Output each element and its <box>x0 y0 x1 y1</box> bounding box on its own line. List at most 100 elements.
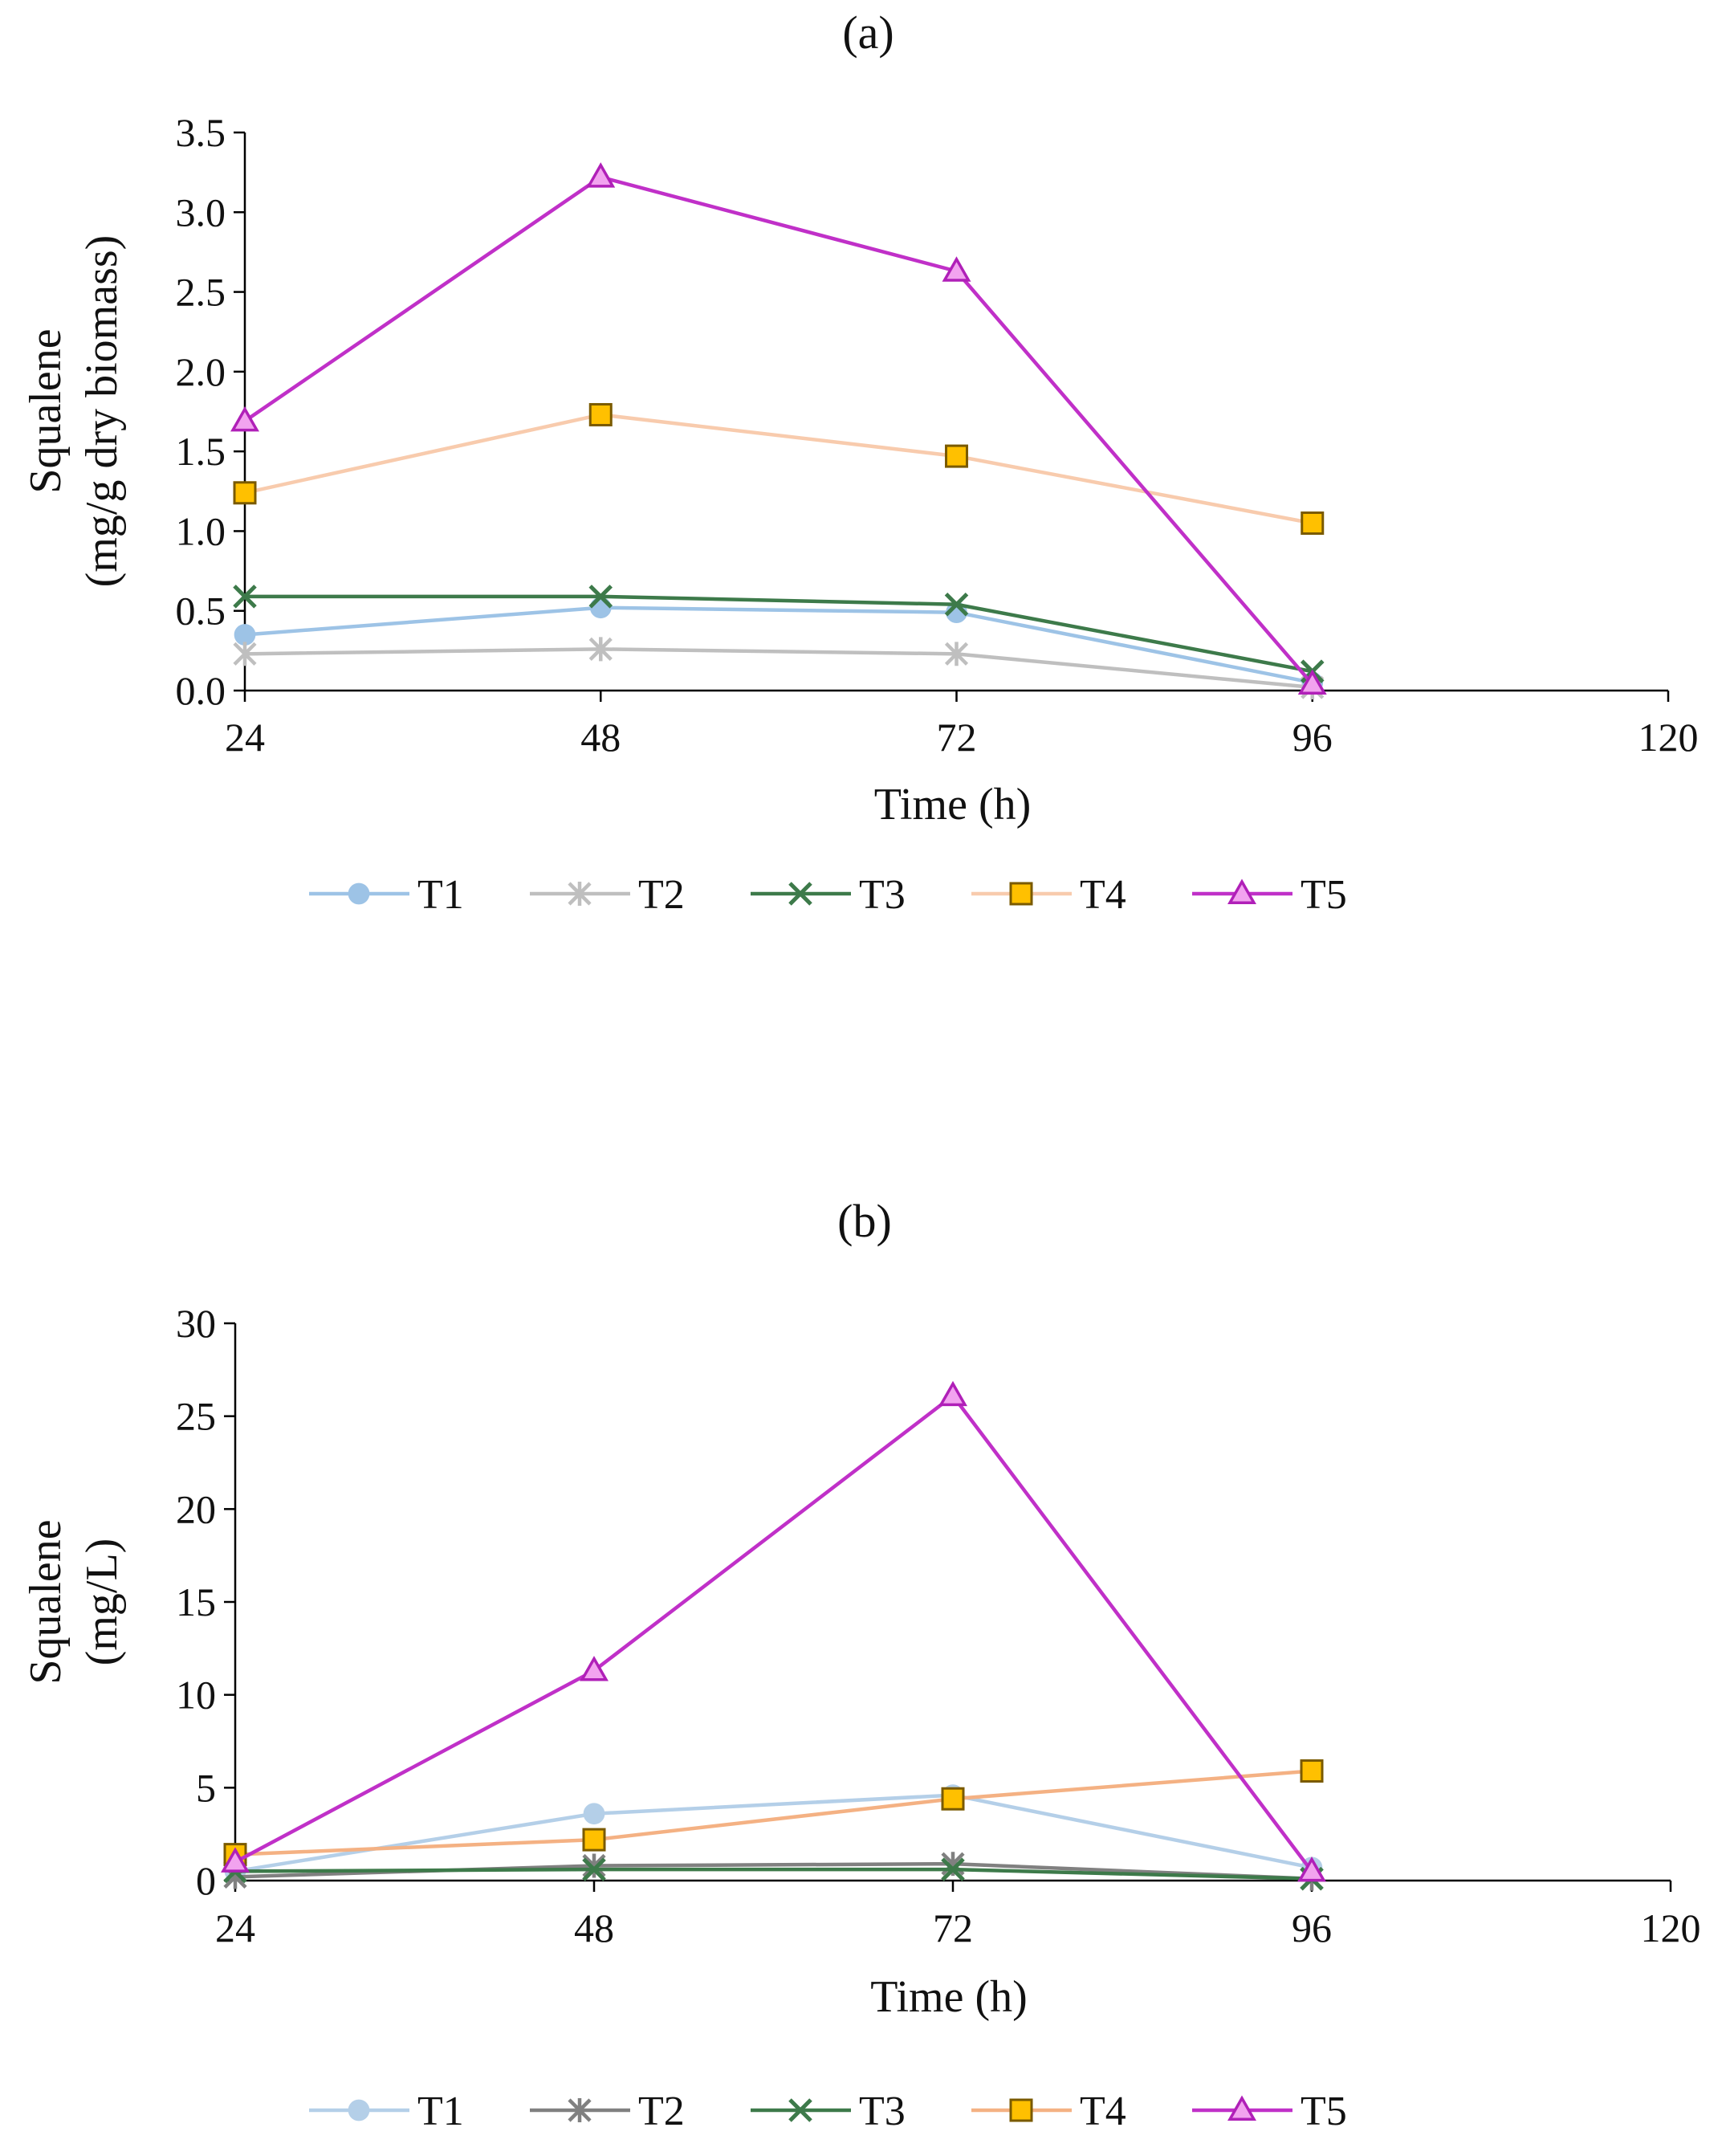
chart-a-series-t3-point <box>588 585 613 609</box>
chart-b-series-t1-point <box>583 1803 605 1825</box>
chart-a-series-t5-point <box>942 256 971 282</box>
chart-b-x-axis-title: Time (h) <box>870 1972 1028 2022</box>
chart-b-legend-item-t4: T4 <box>971 2089 1126 2134</box>
chart-b-series-t5-line <box>234 1393 1313 1873</box>
chart-a: (a) 0.0 0.5 1.0 1.5 2.0 2.5 3.0 3.5 24 48 72 96 120 Ti… <box>21 6 1699 918</box>
chart-a-x-tick-label: 24 <box>225 715 265 760</box>
chart-b-series-t4-point <box>582 1828 606 1852</box>
chart-b-y-tick-label: 25 <box>176 1394 216 1439</box>
chart-a-legend-item-t1: T1 <box>309 872 464 918</box>
legend-marker <box>568 2098 592 2122</box>
chart-a-legend-item-t4: T4 <box>971 872 1126 918</box>
chart-b-x-tick-label: 24 <box>215 1905 255 1950</box>
legend-marker <box>1227 2095 1256 2121</box>
legend-marker <box>788 882 812 906</box>
legend-marker <box>568 882 592 906</box>
legend-label: T5 <box>1301 2089 1347 2134</box>
legend-label: T1 <box>417 2089 464 2134</box>
legend-marker <box>1009 882 1033 906</box>
chart-b-series-t1-line <box>234 1793 1313 1873</box>
chart-b-title: (b) <box>837 1195 892 1247</box>
chart-a-series-t4-line <box>244 413 1313 525</box>
chart-b-y-tick-label: 10 <box>176 1673 216 1718</box>
legend-marker <box>1227 878 1256 904</box>
chart-a-series-t2-line <box>244 647 1313 690</box>
chart-b-series-t5 <box>221 1380 1326 1882</box>
chart-a-series-t2-point <box>944 642 969 666</box>
legend-marker <box>1009 2098 1033 2122</box>
chart-a-series-t3-point <box>944 593 969 617</box>
chart-b-series-t4 <box>223 1759 1324 1867</box>
chart-b-y-tick-label: 5 <box>196 1765 216 1810</box>
chart-a-series-t3-point <box>233 585 257 609</box>
legend-marker <box>348 2099 370 2121</box>
chart-b-legend-item-t2: T2 <box>530 2089 685 2134</box>
chart-a-legend-item-t2: T2 <box>530 872 685 918</box>
chart-a-x-tick-label: 96 <box>1292 715 1333 760</box>
chart-a-y-axis-title: Squalene <box>21 328 71 493</box>
chart-b-y-tick-label: 0 <box>196 1858 216 1903</box>
chart-a-y-tick-label: 0.0 <box>176 668 226 713</box>
chart-b-y-tick-label: 20 <box>176 1486 216 1531</box>
chart-b-series-t4-line <box>234 1769 1313 1856</box>
chart-a-legend-item-t3: T3 <box>751 872 906 918</box>
chart-a-title: (a) <box>842 6 894 59</box>
legend-marker <box>788 2098 812 2122</box>
chart-a-series-t1-line <box>244 605 1313 685</box>
chart-b-y-tick-label: 30 <box>176 1301 216 1346</box>
chart-b-series-t5-point <box>1297 1856 1326 1882</box>
chart-b-series-t1 <box>224 1784 1323 1882</box>
chart-a-series-t5-point <box>1297 669 1327 695</box>
chart-b-legend-item-t1: T1 <box>309 2089 464 2134</box>
chart-a-x-tick-label: 48 <box>580 715 621 760</box>
chart-b-legend-item-t3: T3 <box>751 2089 906 2134</box>
chart-a-series-t5 <box>230 162 1327 695</box>
legend-label: T2 <box>638 2089 685 2134</box>
chart-a-y-tick-label: 1.5 <box>176 429 226 474</box>
chart-b-series-t5-point <box>938 1380 967 1407</box>
chart-a-y-tick-label: 2.0 <box>176 349 226 394</box>
chart-a-series-t1 <box>234 597 1324 694</box>
chart-b-x-tick-label: 48 <box>574 1905 614 1950</box>
chart-a-series-t3 <box>233 585 1325 683</box>
chart-b-y-axis-title: Squalene <box>21 1519 71 1684</box>
legend-label: T3 <box>859 872 906 918</box>
chart-a-series-t1-point <box>234 624 256 646</box>
chart-b-series-t2-point <box>582 1853 606 1878</box>
chart-b-y-axis-title: (mg/L) <box>77 1539 127 1666</box>
chart-b-x-tick-label: 120 <box>1641 1905 1701 1950</box>
legend-label: T4 <box>1080 2089 1126 2134</box>
chart-a-series-t5-point <box>586 162 616 188</box>
chart-a-legend-item-t5: T5 <box>1192 872 1347 918</box>
chart-b-series-t5-point <box>221 1847 250 1873</box>
chart-b-series-t3-point <box>941 1857 965 1881</box>
chart-a-series-t4-point <box>1301 511 1325 535</box>
chart-a-y-tick-label: 3.5 <box>176 110 226 155</box>
chart-a-series-t4 <box>233 402 1325 535</box>
chart-a-series-t5-line <box>243 175 1314 686</box>
chart-a-x-tick-label: 120 <box>1638 715 1699 760</box>
chart-b-series-t3-line <box>234 1867 1313 1881</box>
chart-a-series-t4-point <box>945 444 968 468</box>
chart-b-legend-item-t5: T5 <box>1192 2089 1347 2134</box>
chart-a-y-tick-label: 1.0 <box>176 508 226 553</box>
chart-a-series-t4-point <box>588 402 613 426</box>
chart-a-y-axis-title: (mg/g dry biomass) <box>77 235 127 588</box>
legend-marker <box>348 882 370 905</box>
chart-a-series-t4-point <box>233 481 257 505</box>
legend-label: T5 <box>1301 872 1347 918</box>
chart-b-x-tick-label: 96 <box>1292 1905 1332 1950</box>
chart-b-x-tick-label: 72 <box>933 1905 973 1950</box>
chart-a-y-tick-label: 3.0 <box>176 190 226 234</box>
chart-a-series-t2-point <box>233 642 257 666</box>
chart-a-series-t3-line <box>245 594 1313 674</box>
chart-a-y-tick-label: 2.5 <box>176 270 226 315</box>
chart-b-series-t4-point <box>941 1787 965 1811</box>
legend-label: T4 <box>1080 872 1126 918</box>
chart-a-x-tick-label: 72 <box>937 715 977 760</box>
chart-b-series-t4-point <box>1300 1759 1324 1783</box>
chart-a-x-axis-title: Time (h) <box>874 780 1032 829</box>
legend-label: T1 <box>417 872 464 918</box>
